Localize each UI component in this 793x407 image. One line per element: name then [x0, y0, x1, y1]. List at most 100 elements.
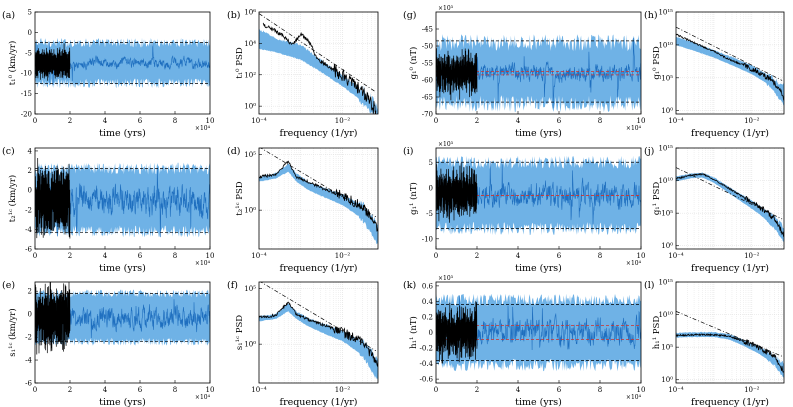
y-tick-label: 10⁵ [661, 74, 673, 82]
x-tick-label: 4 [516, 386, 521, 394]
x-tick-label: 6 [138, 252, 143, 260]
y-multiplier: ×10³ [438, 275, 454, 282]
x-tick-label: 2 [475, 386, 479, 394]
observation-line [436, 301, 478, 364]
panel-a: 0 2 4 6 8 10×10⁴ -20 -15 -10 -5 0 5 (a) time (yrs) t₁⁰… [2, 9, 214, 140]
plot-area [259, 148, 378, 249]
psd-observation-line [259, 160, 378, 232]
x-tick-label: 10⁻² [744, 252, 760, 260]
psd-band [676, 36, 784, 106]
y-axis-label: t₂¹ᶜ (km/yr) [7, 175, 18, 222]
y-tick-label: 10² [244, 71, 256, 79]
panel-label: (c) [2, 146, 15, 157]
x-tick-label: 4 [103, 386, 108, 394]
y-axis-label: h₁¹ (nT) [408, 316, 419, 349]
y-tick-label: 10⁴ [244, 40, 256, 48]
y-tick-label: -60 [422, 77, 433, 85]
x-tick-label: 10⁻⁴ [251, 252, 267, 260]
psd-observation-line [262, 22, 377, 114]
y-tick-label: -10 [21, 70, 32, 78]
y-axis-label: h₁¹ PSD [652, 316, 662, 350]
observation-line [436, 48, 478, 101]
x-tick-label: 0 [434, 117, 438, 125]
x-tick-label: 8 [173, 386, 177, 394]
y-tick-label: -45 [422, 26, 433, 34]
y-tick-label: 10¹⁵ [658, 145, 673, 153]
y-tick-label: 0.4 [422, 298, 434, 306]
x-tick-label: 8 [173, 252, 177, 260]
y-tick-label: 5 [28, 9, 32, 17]
y-tick-label: 10⁵ [661, 344, 673, 352]
panel-label: (d) [227, 146, 241, 157]
x-tick-label: 10⁻² [335, 252, 351, 260]
plot-area [35, 157, 210, 239]
psd-observation-line [676, 33, 784, 101]
x-tick-label: 10⁻² [744, 117, 760, 125]
x-multiplier: ×10⁴ [626, 125, 642, 132]
panel-i: 0 2 4 6 8 10×10⁴ -10 -5 0 5 ×10³ (i) time (yrs) g₁¹ (… [403, 141, 645, 274]
psd-band [676, 172, 784, 242]
y-axis-label: t₁⁰ PSD [235, 47, 245, 78]
x-tick-label: 0 [434, 252, 438, 260]
plot-area [676, 12, 784, 114]
y-tick-label: 10⁰ [661, 376, 673, 384]
plot-area [676, 282, 784, 383]
y-axis-label: t₂¹ᶜ PSD [235, 181, 245, 215]
axes-frame [675, 147, 785, 250]
x-tick-label: 10⁻² [335, 117, 351, 125]
y-tick-label: 10⁰ [661, 107, 673, 115]
y-tick-label: 0 [429, 184, 433, 192]
y-tick-label: 10¹⁰ [658, 311, 673, 319]
y-tick-label: -0.2 [420, 345, 434, 353]
y-tick-label: 10¹⁰ [658, 177, 673, 185]
psd-reference-line [676, 26, 783, 81]
y-tick-label: 0 [28, 29, 32, 37]
x-tick-label: 4 [516, 117, 521, 125]
y-tick-label: -4 [25, 226, 32, 234]
y-tick-label: -4 [25, 357, 32, 365]
psd-observation-line [676, 172, 784, 237]
y-tick-label: -2 [25, 206, 32, 214]
plot-area [259, 12, 378, 114]
x-tick-label: 6 [138, 117, 143, 125]
x-tick-label: 0 [33, 117, 37, 125]
psd-reference-line [259, 13, 377, 93]
axes-frame [675, 11, 785, 115]
y-axis-label: g₁⁰ (nT) [408, 47, 419, 80]
plot-area [436, 34, 641, 113]
panel-j: 10⁻⁴ 10⁻² 10⁰ 10⁵ 10¹⁰ 10¹⁵ (j) frequency (1/yr… [644, 145, 785, 274]
x-tick-label: 4 [103, 117, 108, 125]
observation-line [436, 162, 478, 223]
y-tick-label: -50 [422, 43, 433, 51]
y-tick-label: 10¹⁵ [658, 279, 673, 287]
panel-b: 10⁻⁴ 10⁻² 10⁰ 10² 10⁴ 10⁶(b) frequency (1/yr) t… [227, 9, 379, 139]
x-axis-label: time (yrs) [99, 263, 146, 274]
x-tick-label: 2 [68, 117, 72, 125]
panel-label: (k) [403, 280, 416, 291]
axes-frame [34, 11, 211, 115]
y-tick-label: -5 [25, 49, 32, 57]
y-tick-label: -55 [422, 60, 433, 68]
psd-observation-line [259, 301, 378, 367]
x-tick-label: 10⁻⁴ [251, 386, 267, 394]
x-tick-label: 10⁻⁴ [668, 386, 684, 394]
x-axis-label: frequency (1/yr) [280, 397, 358, 407]
x-tick-label: 10⁻⁴ [668, 252, 684, 260]
observation-line [35, 282, 71, 355]
axes-frame [435, 147, 642, 250]
y-tick-label: 0 [28, 187, 32, 195]
y-axis-label: t₁⁰ (km/yr) [7, 41, 18, 86]
y-tick-label: 2 [28, 167, 32, 175]
panel-h: 10⁻⁴ 10⁻² 10⁰ 10⁵ 10¹⁰ 10¹⁵(h) frequency (1/yr… [644, 9, 785, 139]
x-axis-label: frequency (1/yr) [691, 128, 769, 139]
y-tick-label: -0.6 [420, 376, 434, 384]
x-axis-label: frequency (1/yr) [280, 128, 358, 139]
panel-label: (g) [403, 10, 417, 21]
plot-area [436, 293, 641, 372]
y-tick-label: 10⁶ [244, 9, 256, 17]
x-tick-label: 2 [475, 117, 479, 125]
axes-frame [675, 281, 785, 384]
x-axis-label: time (yrs) [99, 128, 146, 139]
x-tick-label: 2 [475, 252, 479, 260]
